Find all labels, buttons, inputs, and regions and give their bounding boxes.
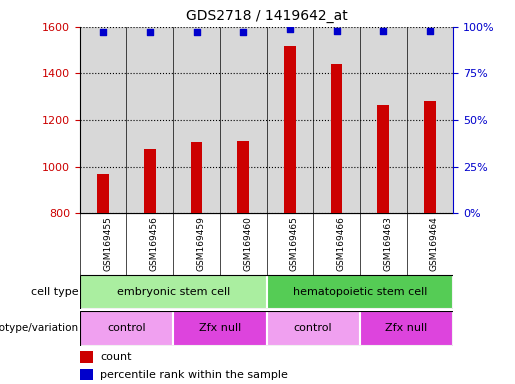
Bar (237, 141, 249, 213)
Text: percentile rank within the sample: percentile rank within the sample (100, 369, 288, 379)
Bar (377, 105, 389, 213)
Bar (173, 311, 267, 346)
Text: cell type: cell type (31, 287, 79, 297)
Text: GSM169455: GSM169455 (103, 216, 112, 271)
Text: GSM169465: GSM169465 (290, 216, 299, 271)
Point (193, 30, 201, 36)
Bar (331, 64, 342, 213)
Bar (267, 311, 360, 346)
Point (146, 30, 154, 36)
Bar (80, 351, 93, 363)
Title: GDS2718 / 1419642_at: GDS2718 / 1419642_at (185, 9, 348, 23)
Bar (144, 149, 156, 213)
Text: embryonic stem cell: embryonic stem cell (116, 287, 230, 297)
Point (286, 26, 294, 32)
Point (239, 30, 247, 36)
Point (379, 28, 387, 34)
Text: GSM169464: GSM169464 (430, 216, 439, 271)
Text: GSM169456: GSM169456 (150, 216, 159, 271)
Bar (191, 142, 202, 213)
Bar (80, 275, 267, 309)
Bar (97, 174, 109, 213)
Bar (284, 46, 296, 213)
Point (332, 28, 340, 34)
Text: GSM169459: GSM169459 (197, 216, 205, 271)
Bar (80, 369, 93, 380)
Bar (267, 275, 453, 309)
Text: GSM169466: GSM169466 (336, 216, 346, 271)
Text: GSM169463: GSM169463 (383, 216, 392, 271)
Text: Zfx null: Zfx null (199, 323, 241, 333)
Text: control: control (107, 323, 146, 333)
Text: hematopoietic stem cell: hematopoietic stem cell (293, 287, 427, 297)
Bar (360, 311, 453, 346)
Text: count: count (100, 352, 132, 362)
Bar (80, 311, 173, 346)
Point (99, 30, 107, 36)
Text: Zfx null: Zfx null (385, 323, 427, 333)
Text: control: control (294, 323, 333, 333)
Text: GSM169460: GSM169460 (243, 216, 252, 271)
Text: genotype/variation: genotype/variation (0, 323, 79, 333)
Point (426, 28, 434, 34)
Bar (424, 101, 436, 213)
